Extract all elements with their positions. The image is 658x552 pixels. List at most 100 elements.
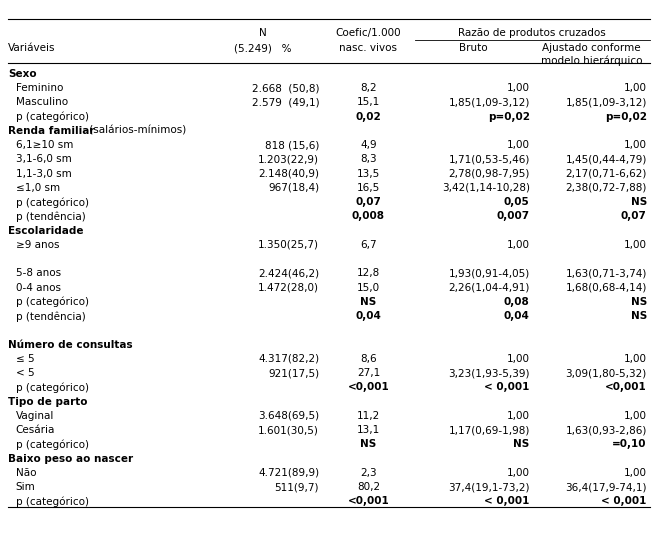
Text: 2,38(0,72-7,88): 2,38(0,72-7,88) (565, 183, 647, 193)
Text: 4.721(89,9): 4.721(89,9) (258, 468, 319, 478)
Text: 2,26(1,04-4,91): 2,26(1,04-4,91) (448, 283, 530, 293)
Text: 511(9,7): 511(9,7) (274, 482, 319, 492)
Text: 0,05: 0,05 (504, 197, 530, 207)
Text: p (categórico): p (categórico) (16, 439, 89, 450)
Text: ≤1,0 sm: ≤1,0 sm (16, 183, 60, 193)
Text: Baixo peso ao nascer: Baixo peso ao nascer (8, 454, 133, 464)
Text: NS: NS (513, 439, 530, 449)
Text: 11,2: 11,2 (357, 411, 380, 421)
Text: Renda familiar: Renda familiar (8, 126, 94, 136)
Text: NS: NS (630, 197, 647, 207)
Text: 1,63(0,93-2,86): 1,63(0,93-2,86) (565, 425, 647, 435)
Text: 0-4 anos: 0-4 anos (16, 283, 61, 293)
Text: NS: NS (361, 297, 376, 307)
Text: Tipo de parto: Tipo de parto (8, 396, 88, 407)
Text: 2,3: 2,3 (360, 468, 377, 478)
Text: 1,00: 1,00 (624, 468, 647, 478)
Text: 921(17,5): 921(17,5) (268, 368, 319, 378)
Text: Sexo: Sexo (8, 69, 37, 79)
Text: 1,00: 1,00 (507, 140, 530, 150)
Text: 1.203(22,9): 1.203(22,9) (258, 155, 319, 164)
Text: 2,17(0,71-6,62): 2,17(0,71-6,62) (565, 169, 647, 179)
Text: 1,00: 1,00 (507, 411, 530, 421)
Text: 6,1≥10 sm: 6,1≥10 sm (16, 140, 73, 150)
Text: < 0,001: < 0,001 (484, 383, 530, 392)
Text: 1,85(1,09-3,12): 1,85(1,09-3,12) (565, 98, 647, 108)
Text: Número de consultas: Número de consultas (8, 339, 132, 349)
Text: 36,4(17,9-74,1): 36,4(17,9-74,1) (565, 482, 647, 492)
Text: 1,00: 1,00 (624, 140, 647, 150)
Text: < 0,001: < 0,001 (484, 496, 530, 506)
Text: 4,9: 4,9 (360, 140, 377, 150)
Text: 2.148(40,9): 2.148(40,9) (258, 169, 319, 179)
Text: ≤ 5: ≤ 5 (16, 354, 34, 364)
Text: p (categórico): p (categórico) (16, 297, 89, 307)
Text: 3,09(1,80-5,32): 3,09(1,80-5,32) (566, 368, 647, 378)
Text: NS: NS (361, 439, 376, 449)
Text: p (tendência): p (tendência) (16, 211, 86, 222)
Text: 1.472(28,0): 1.472(28,0) (258, 283, 319, 293)
Text: nasc. vivos: nasc. vivos (340, 43, 397, 53)
Text: 1.601(30,5): 1.601(30,5) (258, 425, 319, 435)
Text: 6,7: 6,7 (360, 240, 377, 250)
Text: p (categórico): p (categórico) (16, 197, 89, 208)
Text: 1,85(1,09-3,12): 1,85(1,09-3,12) (448, 98, 530, 108)
Text: Vaginal: Vaginal (16, 411, 54, 421)
Text: p (categórico): p (categórico) (16, 383, 89, 393)
Text: p (categórico): p (categórico) (16, 496, 89, 507)
Text: 818 (15,6): 818 (15,6) (265, 140, 319, 150)
Text: 2.424(46,2): 2.424(46,2) (258, 268, 319, 278)
Text: Variáveis: Variáveis (8, 43, 55, 53)
Text: Bruto: Bruto (459, 43, 488, 53)
Text: 3,23(1,93-5,39): 3,23(1,93-5,39) (448, 368, 530, 378)
Text: < 0,001: < 0,001 (601, 496, 647, 506)
Text: 13,5: 13,5 (357, 169, 380, 179)
Text: Sim: Sim (16, 482, 36, 492)
Text: ≥9 anos: ≥9 anos (16, 240, 59, 250)
Text: Feminino: Feminino (16, 83, 63, 93)
Text: =0,10: =0,10 (613, 439, 647, 449)
Text: Coefic/1.000: Coefic/1.000 (336, 28, 401, 38)
Text: 8,3: 8,3 (360, 155, 377, 164)
Text: Razão de produtos cruzados: Razão de produtos cruzados (459, 28, 606, 38)
Text: 0,04: 0,04 (355, 311, 382, 321)
Text: 1.350(25,7): 1.350(25,7) (258, 240, 319, 250)
Text: 1,45(0,44-4,79): 1,45(0,44-4,79) (565, 155, 647, 164)
Text: p=0,02: p=0,02 (605, 112, 647, 122)
Text: 1,00: 1,00 (624, 354, 647, 364)
Text: 37,4(19,1-73,2): 37,4(19,1-73,2) (448, 482, 530, 492)
Text: 1,68(0,68-4,14): 1,68(0,68-4,14) (565, 283, 647, 293)
Text: 2.579  (49,1): 2.579 (49,1) (251, 98, 319, 108)
Text: 0,04: 0,04 (504, 311, 530, 321)
Text: 1,00: 1,00 (507, 468, 530, 478)
Text: 0,08: 0,08 (504, 297, 530, 307)
Text: NS: NS (630, 311, 647, 321)
Text: 1,00: 1,00 (624, 411, 647, 421)
Text: 1,1-3,0 sm: 1,1-3,0 sm (16, 169, 72, 179)
Text: 0,02: 0,02 (355, 112, 382, 122)
Text: 3.648(69,5): 3.648(69,5) (258, 411, 319, 421)
Text: 16,5: 16,5 (357, 183, 380, 193)
Text: Cesária: Cesária (16, 425, 55, 435)
Text: p=0,02: p=0,02 (488, 112, 530, 122)
Text: 1,00: 1,00 (624, 83, 647, 93)
Text: 0,07: 0,07 (621, 211, 647, 221)
Text: 4.317(82,2): 4.317(82,2) (258, 354, 319, 364)
Text: (salários-mínimos): (salários-mínimos) (86, 126, 186, 136)
Text: 1,00: 1,00 (507, 354, 530, 364)
Text: 1,00: 1,00 (507, 83, 530, 93)
Text: Ajustado conforme
modelo hierárquico: Ajustado conforme modelo hierárquico (541, 43, 642, 66)
Text: 1,00: 1,00 (507, 240, 530, 250)
Text: 1,17(0,69-1,98): 1,17(0,69-1,98) (448, 425, 530, 435)
Text: Não: Não (16, 468, 36, 478)
Text: <0,001: <0,001 (347, 383, 390, 392)
Text: NS: NS (630, 297, 647, 307)
Text: N: N (259, 28, 267, 38)
Text: 27,1: 27,1 (357, 368, 380, 378)
Text: <0,001: <0,001 (347, 496, 390, 506)
Text: 1,00: 1,00 (624, 240, 647, 250)
Text: <0,001: <0,001 (605, 383, 647, 392)
Text: 13,1: 13,1 (357, 425, 380, 435)
Text: 3,42(1,14-10,28): 3,42(1,14-10,28) (442, 183, 530, 193)
Text: 5-8 anos: 5-8 anos (16, 268, 61, 278)
